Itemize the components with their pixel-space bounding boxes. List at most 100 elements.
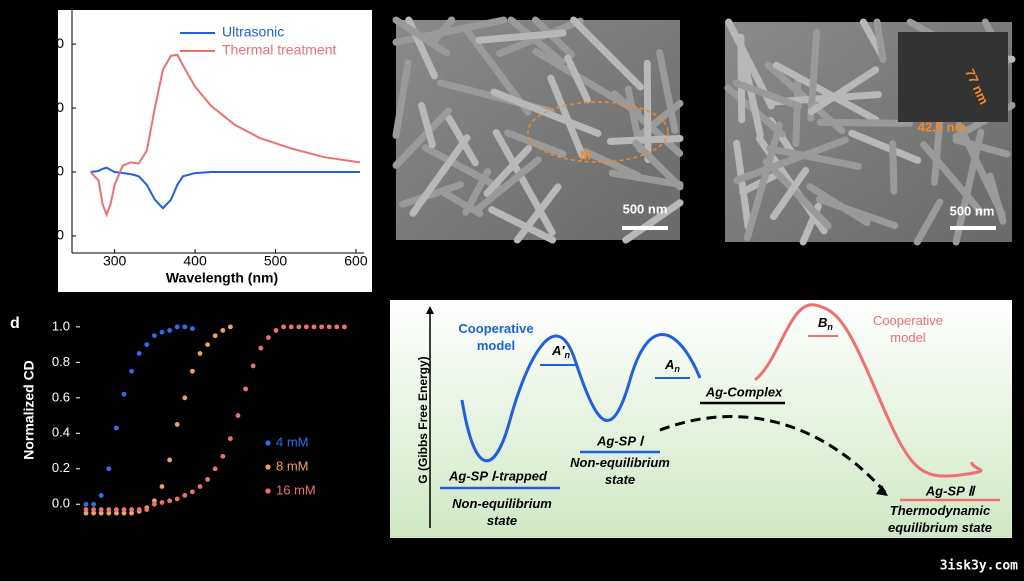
point bbox=[342, 324, 347, 330]
point bbox=[114, 425, 119, 431]
legend-label: 4 mM bbox=[276, 434, 309, 449]
state-label: Ag-Complex bbox=[705, 384, 783, 399]
nanofiber bbox=[399, 181, 464, 208]
point bbox=[129, 507, 135, 512]
x-tick-label: 300 bbox=[103, 253, 127, 269]
point bbox=[220, 328, 226, 333]
x-tick-label: 500 bbox=[264, 253, 288, 269]
image-label: M bbox=[580, 147, 591, 162]
point bbox=[205, 342, 211, 348]
y-tick-label: 0.0 bbox=[52, 496, 70, 511]
point bbox=[174, 324, 180, 330]
nanofiber bbox=[570, 16, 644, 91]
y-tick-label: 0 bbox=[56, 163, 64, 179]
state-desc: Non-equilibrium state bbox=[570, 455, 670, 487]
state-label: Ag-SP Ⅰ-trapped bbox=[448, 468, 548, 483]
y-tick-label: -300 bbox=[36, 227, 64, 243]
point bbox=[250, 363, 256, 369]
nanofiber bbox=[608, 169, 684, 188]
point bbox=[83, 510, 89, 516]
nanofiber bbox=[733, 139, 752, 231]
model-label: Cooperative model bbox=[873, 313, 943, 345]
nanofiber bbox=[737, 33, 746, 124]
nanofiber bbox=[564, 54, 591, 104]
nanofiber bbox=[766, 145, 862, 170]
point bbox=[243, 386, 249, 392]
nanofiber bbox=[732, 79, 802, 110]
point bbox=[205, 477, 211, 482]
point bbox=[182, 395, 188, 401]
point bbox=[106, 507, 112, 512]
legend-marker bbox=[265, 440, 271, 446]
point bbox=[91, 501, 96, 507]
state-label: Ag-SP Ⅰ bbox=[596, 433, 645, 448]
nanofiber bbox=[503, 129, 567, 158]
nanofiber bbox=[762, 158, 832, 230]
point bbox=[319, 324, 324, 330]
point bbox=[152, 333, 157, 339]
point bbox=[159, 329, 165, 335]
x-tick-label: 600 bbox=[344, 253, 368, 269]
nanofiber bbox=[889, 140, 898, 195]
nanofiber bbox=[913, 198, 944, 246]
point bbox=[304, 324, 309, 330]
nanofiber bbox=[513, 183, 562, 244]
nanofiber bbox=[475, 29, 567, 44]
point bbox=[98, 492, 104, 498]
nanofiber bbox=[952, 128, 985, 246]
point bbox=[167, 328, 173, 333]
nanofiber bbox=[430, 16, 456, 46]
panel-label: d bbox=[10, 315, 20, 332]
nanofiber bbox=[492, 129, 556, 236]
point bbox=[197, 484, 203, 489]
line bbox=[89, 53, 361, 218]
point bbox=[258, 345, 264, 351]
barrier-label: A′n bbox=[551, 343, 571, 360]
point bbox=[212, 333, 218, 339]
watermark: 3isk3y.com bbox=[940, 559, 1018, 574]
barrier-label: Bn bbox=[818, 315, 833, 332]
barrier-label: An bbox=[664, 357, 680, 374]
sem-image bbox=[392, 16, 684, 244]
energy-diagram: G (Gibbs Free Energy) Cooperative model C… bbox=[416, 303, 1000, 535]
diagram-bg bbox=[390, 300, 1012, 538]
point bbox=[159, 500, 165, 505]
nanofiber bbox=[507, 16, 566, 66]
point bbox=[136, 351, 142, 356]
point bbox=[144, 507, 150, 512]
point bbox=[106, 510, 112, 516]
legend-marker bbox=[265, 488, 271, 494]
point bbox=[83, 501, 89, 507]
nanofiber bbox=[743, 121, 784, 242]
legend-label: Thermal treatment bbox=[222, 42, 336, 58]
point bbox=[296, 324, 302, 330]
nanofiber bbox=[392, 59, 412, 139]
point bbox=[266, 335, 271, 340]
y-tick-label: 600 bbox=[41, 35, 65, 51]
point bbox=[167, 498, 173, 504]
point bbox=[121, 391, 127, 397]
nanofiber bbox=[547, 74, 586, 159]
nanofiber bbox=[848, 129, 922, 164]
y-axis-label: Normalized CD bbox=[21, 360, 37, 460]
nanofiber bbox=[656, 48, 679, 135]
nanofiber bbox=[622, 199, 684, 244]
point bbox=[83, 507, 89, 512]
state-desc: Thermodynamic equilibrium state bbox=[888, 503, 992, 535]
nanofiber bbox=[581, 148, 642, 180]
point bbox=[190, 368, 195, 374]
nanofiber bbox=[421, 144, 504, 192]
nanofiber bbox=[873, 18, 887, 64]
point bbox=[197, 351, 203, 356]
nanofiber bbox=[483, 144, 533, 197]
point bbox=[212, 466, 218, 472]
point bbox=[152, 501, 157, 507]
point bbox=[228, 436, 233, 442]
point bbox=[129, 510, 135, 516]
point bbox=[106, 466, 112, 472]
point bbox=[114, 507, 119, 512]
point bbox=[334, 324, 340, 330]
point bbox=[152, 498, 157, 504]
point bbox=[144, 342, 150, 348]
